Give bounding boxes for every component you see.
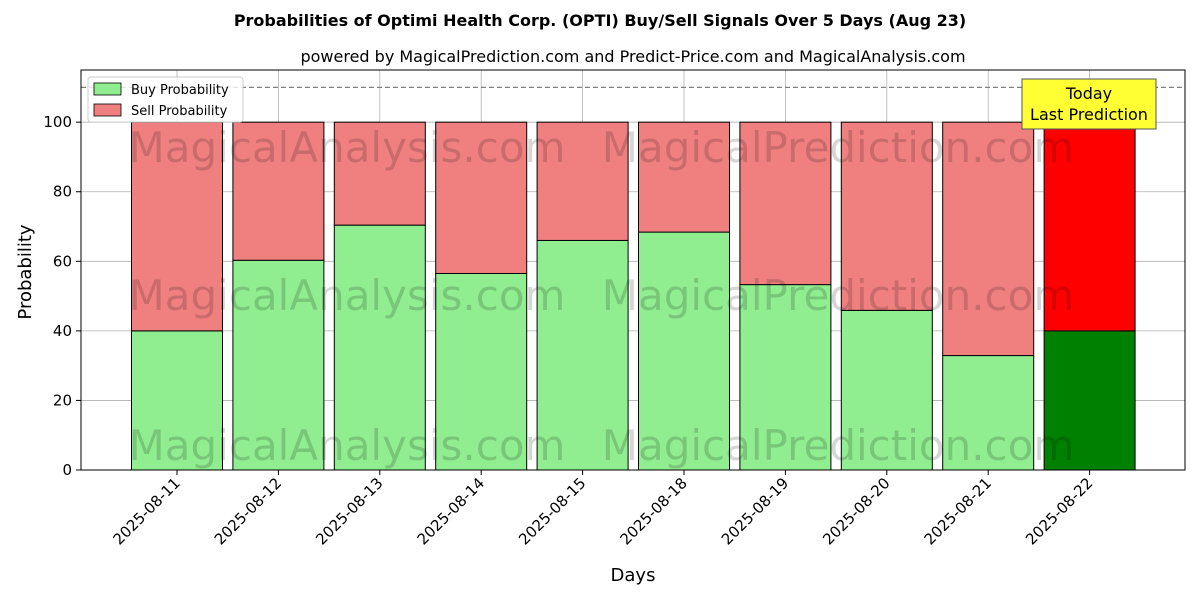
annotation-line2: Last Prediction bbox=[1030, 105, 1148, 124]
watermark-text: MagicalPrediction.com bbox=[602, 123, 1075, 172]
bar-buy bbox=[739, 284, 832, 471]
annotation-box bbox=[1021, 78, 1157, 130]
legend-label-sell: Sell Probability bbox=[131, 104, 228, 119]
bar-sell bbox=[638, 121, 730, 233]
legend-box bbox=[87, 76, 244, 123]
bar-sell bbox=[840, 121, 933, 311]
bar-buy bbox=[435, 272, 528, 471]
watermark-text: MagicalAnalysis.com bbox=[129, 421, 566, 470]
x-axis-label: Days bbox=[611, 565, 656, 586]
x-tick-label: 2025-08-12 bbox=[211, 474, 285, 548]
bar-buy bbox=[1043, 330, 1136, 471]
bar-buy bbox=[638, 231, 730, 471]
bar-sell bbox=[131, 121, 223, 332]
x-tick-label: 2025-08-11 bbox=[109, 474, 183, 548]
y-tick-label: 100 bbox=[43, 113, 72, 131]
bar-sell bbox=[942, 121, 1035, 357]
y-tick-label: 80 bbox=[53, 183, 72, 201]
y-tick-label: 20 bbox=[53, 391, 72, 409]
watermark-text: MagicalPrediction.com bbox=[602, 421, 1075, 470]
chart-subtitle: powered by MagicalPrediction.com and Pre… bbox=[300, 47, 965, 66]
x-tick-label: 2025-08-19 bbox=[718, 474, 792, 548]
watermark-text: MagicalPrediction.com bbox=[602, 271, 1075, 320]
legend-swatch-buy bbox=[93, 82, 122, 96]
x-tick-label: 2025-08-13 bbox=[312, 474, 386, 548]
chart-title: Probabilities of Optimi Health Corp. (OP… bbox=[234, 11, 966, 30]
y-axis-label: Probability bbox=[15, 224, 36, 319]
x-tick-label: 2025-08-14 bbox=[414, 474, 488, 548]
legend-swatch-sell bbox=[93, 103, 122, 117]
watermark-text: MagicalAnalysis.com bbox=[129, 123, 566, 172]
x-tick-label: 2025-08-15 bbox=[515, 474, 589, 548]
x-tick-label: 2025-08-21 bbox=[921, 474, 995, 548]
bar-sell bbox=[232, 121, 325, 261]
bar-sell bbox=[333, 121, 426, 226]
watermark-text: MagicalAnalysis.com bbox=[129, 271, 566, 320]
x-axis: 2025-08-11 2025-08-12 2025-08-13 2025-08-14… bbox=[109, 470, 1096, 548]
watermarks: MagicalAnalysis.com MagicalAnalysis.com Ma… bbox=[129, 123, 1075, 470]
bar-buy bbox=[131, 330, 223, 471]
bar-buy bbox=[536, 239, 629, 471]
legend-label-buy: Buy Probability bbox=[131, 83, 229, 98]
bar-sell bbox=[1043, 121, 1136, 332]
bar-buy bbox=[840, 309, 933, 471]
bar-sell bbox=[435, 121, 528, 274]
today-annotation: Today Last Prediction bbox=[1021, 78, 1157, 130]
legend: Buy Probability Sell Probability bbox=[87, 76, 244, 123]
bar-sell bbox=[536, 121, 629, 241]
y-tick-label: 60 bbox=[53, 252, 72, 270]
bars bbox=[131, 121, 1136, 471]
y-tick-label: 0 bbox=[62, 461, 72, 479]
x-tick-label: 2025-08-18 bbox=[616, 474, 690, 548]
x-tick-label: 2025-08-22 bbox=[1022, 474, 1096, 548]
bar-sell bbox=[739, 121, 832, 286]
annotation-line1: Today bbox=[1065, 84, 1112, 103]
y-axis: 0 20 40 60 80 100 bbox=[43, 113, 81, 479]
x-tick-label: 2025-08-20 bbox=[819, 474, 893, 548]
bar-buy bbox=[333, 224, 426, 471]
plot-frame bbox=[80, 69, 1186, 471]
bar-buy bbox=[942, 355, 1035, 471]
y-tick-label: 40 bbox=[53, 322, 72, 340]
